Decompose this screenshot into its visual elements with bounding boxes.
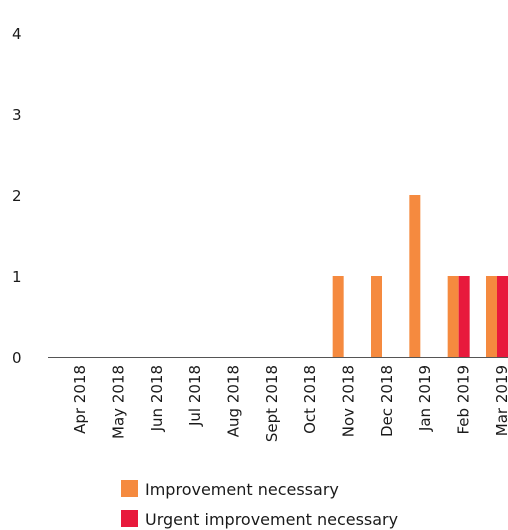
y-tick-label: 4 xyxy=(12,25,22,43)
x-tick-label: Aug 2018 xyxy=(225,365,243,437)
y-tick-label: 0 xyxy=(12,349,22,367)
x-tick-label: Oct 2018 xyxy=(301,365,319,434)
legend-swatch-urgent xyxy=(121,510,138,527)
bar-urgent xyxy=(458,276,470,357)
legend-label-improvement: Improvement necessary xyxy=(145,480,339,499)
y-tick-label: 1 xyxy=(12,268,22,286)
y-axis-ticks: 0 1 2 3 4 xyxy=(12,25,22,367)
x-tick-label: Feb 2019 xyxy=(455,365,473,435)
x-tick-label: Jun 2018 xyxy=(148,365,166,432)
x-tick-label: Jan 2019 xyxy=(416,365,434,432)
bar-improvement xyxy=(486,276,497,357)
y-tick-label: 2 xyxy=(12,187,22,205)
bar-improvement xyxy=(447,276,459,357)
bar-improvement xyxy=(332,276,344,357)
legend-label-urgent: Urgent improvement necessary xyxy=(145,510,398,529)
bar-urgent xyxy=(497,276,508,357)
y-tick-label: 3 xyxy=(12,106,22,124)
x-axis-labels: Apr 2018 May 2018 Jun 2018 Jul 2018 Aug 2018… xyxy=(71,365,508,442)
x-tick-label: May 2018 xyxy=(110,365,128,439)
x-tick-label: Nov 2018 xyxy=(340,365,358,437)
x-tick-label: Jul 2018 xyxy=(186,365,204,427)
x-tick-label: Dec 2018 xyxy=(378,365,396,437)
legend: Improvement necessary Urgent improvement… xyxy=(121,480,398,529)
x-tick-label: Sept 2018 xyxy=(263,365,281,442)
x-tick-label: Apr 2018 xyxy=(71,365,89,434)
x-tick-label: Mar 2019 xyxy=(493,365,508,436)
legend-swatch-improvement xyxy=(121,480,138,497)
bar-improvement xyxy=(409,195,421,357)
bars xyxy=(332,195,508,357)
bar-improvement xyxy=(371,276,382,357)
